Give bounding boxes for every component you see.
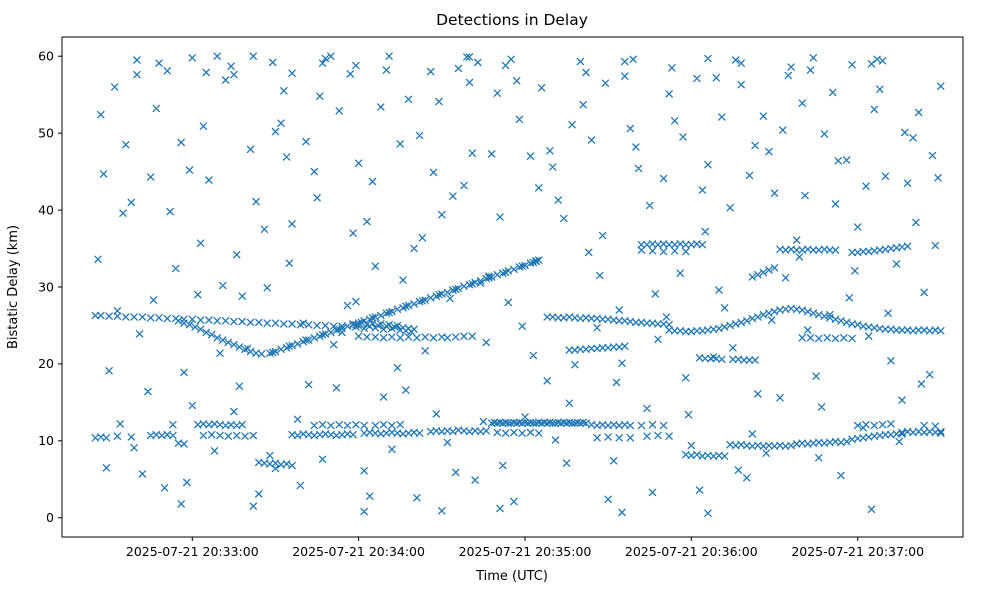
y-tick-label: 0	[46, 510, 54, 525]
y-tick: 20	[38, 356, 62, 371]
y-axis-ticks: 0 10 20 30 40 50	[38, 49, 62, 525]
x-tick-label: 2025-07-21 20:37:00	[791, 544, 924, 559]
y-tick-label: 10	[38, 433, 54, 448]
x-tick: 2025-07-21 20:34:00	[292, 537, 425, 559]
y-axis-label: Bistatic Delay (km)	[6, 225, 21, 349]
chart-title: Detections in Delay	[436, 11, 588, 29]
x-tick: 2025-07-21 20:35:00	[459, 537, 592, 559]
x-axis-label: Time (UTC)	[475, 569, 548, 584]
x-tick-label: 2025-07-21 20:34:00	[292, 544, 425, 559]
x-tick: 2025-07-21 20:36:00	[625, 537, 758, 559]
scatter-points	[91, 52, 945, 517]
x-axis-ticks: 2025-07-21 20:33:00 2025-07-21 20:34:00 …	[126, 537, 924, 559]
y-tick: 60	[38, 49, 62, 64]
x-tick-label: 2025-07-21 20:35:00	[459, 544, 592, 559]
y-tick: 0	[46, 510, 62, 525]
y-tick: 30	[38, 279, 62, 294]
y-tick-label: 30	[38, 279, 54, 294]
x-tick-label: 2025-07-21 20:36:00	[625, 544, 758, 559]
x-tick-label: 2025-07-21 20:33:00	[126, 544, 259, 559]
axes-frame	[61, 36, 964, 538]
x-tick: 2025-07-21 20:37:00	[791, 537, 924, 559]
y-tick-label: 40	[38, 202, 54, 217]
y-tick-label: 60	[38, 49, 54, 64]
x-tick: 2025-07-21 20:33:00	[126, 537, 259, 559]
y-tick-label: 50	[38, 126, 54, 141]
y-tick-label: 20	[38, 356, 54, 371]
y-tick: 40	[38, 202, 62, 217]
y-tick: 50	[38, 126, 62, 141]
y-tick: 10	[38, 433, 62, 448]
